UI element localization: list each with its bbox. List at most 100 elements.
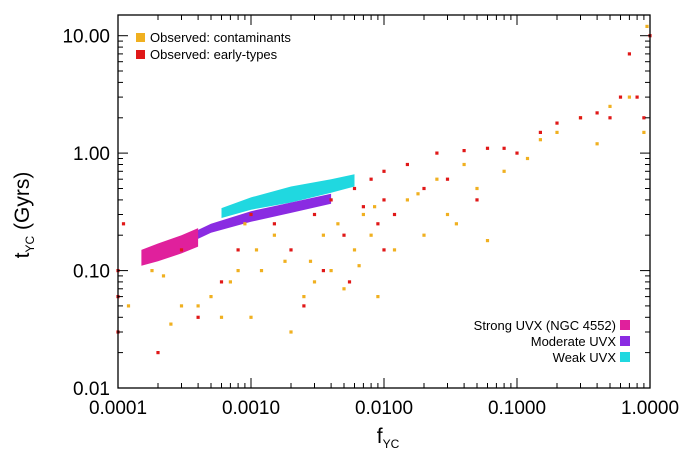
data-point-observed-contaminants bbox=[373, 205, 377, 209]
legend-label-moderate-uvx: Moderate UVX bbox=[531, 334, 617, 349]
data-point-observed-contaminants bbox=[555, 130, 559, 134]
data-point-observed-contaminants bbox=[126, 304, 131, 308]
legend-uvx: Strong UVX (NGC 4552) Moderate UVX Weak … bbox=[474, 318, 630, 365]
data-point-observed-early-types bbox=[608, 116, 612, 120]
data-point-observed-early-types bbox=[635, 95, 639, 99]
data-point-observed-early-types bbox=[445, 177, 450, 181]
y-tick-label: 0.01 bbox=[73, 379, 110, 400]
data-points bbox=[116, 24, 652, 355]
data-point-observed-contaminants bbox=[642, 130, 646, 134]
y-axis-title-main: t bbox=[11, 252, 34, 258]
data-point-observed-contaminants bbox=[289, 330, 293, 334]
x-tick-label: 0.0001 bbox=[89, 398, 147, 419]
data-point-observed-contaminants bbox=[445, 212, 450, 217]
data-point-observed-early-types bbox=[502, 146, 506, 150]
data-point-observed-early-types bbox=[376, 222, 380, 226]
data-point-observed-contaminants bbox=[196, 304, 200, 308]
legend-label-contaminants: Observed: contaminants bbox=[150, 30, 291, 45]
data-point-observed-contaminants bbox=[302, 295, 306, 299]
data-point-observed-contaminants bbox=[352, 248, 357, 252]
x-tick-label: 0.0010 bbox=[222, 398, 280, 419]
model-bands bbox=[141, 174, 355, 266]
data-point-observed-contaminants bbox=[392, 248, 397, 252]
model-band-strong-uvx-ngc-4552 bbox=[141, 228, 199, 266]
data-point-observed-contaminants bbox=[475, 186, 479, 191]
data-point-observed-early-types bbox=[196, 315, 200, 319]
data-point-observed-early-types bbox=[627, 52, 631, 56]
y-tick-label: 0.10 bbox=[73, 262, 110, 283]
data-point-observed-early-types bbox=[236, 248, 240, 252]
data-point-observed-contaminants bbox=[236, 269, 240, 273]
x-tick-label: 0.1000 bbox=[488, 398, 546, 419]
data-point-observed-contaminants bbox=[342, 287, 346, 291]
data-point-observed-contaminants bbox=[243, 222, 247, 226]
legend-label-early-types: Observed: early-types bbox=[150, 47, 278, 62]
legend-swatch-strong-uvx bbox=[620, 320, 630, 330]
y-axis-title-sub: YC bbox=[23, 235, 37, 252]
x-axis-title: fYC bbox=[377, 425, 400, 451]
data-point-observed-early-types bbox=[121, 222, 126, 226]
data-point-observed-contaminants bbox=[405, 198, 409, 202]
legend-label-weak-uvx: Weak UVX bbox=[553, 350, 617, 365]
data-point-observed-early-types bbox=[578, 116, 583, 120]
x-axis-title-main: f bbox=[377, 425, 383, 448]
data-point-observed-early-types bbox=[312, 212, 317, 217]
data-point-observed-contaminants bbox=[645, 24, 649, 28]
y-axis-title-unit: (Gyrs) bbox=[11, 172, 34, 230]
x-tick-label: 0.0100 bbox=[355, 398, 413, 419]
data-point-observed-contaminants bbox=[454, 222, 458, 226]
y-axis-title: tYC (Gyrs) bbox=[11, 172, 37, 259]
data-point-observed-contaminants bbox=[525, 156, 530, 161]
data-point-observed-contaminants bbox=[462, 162, 466, 167]
data-point-observed-contaminants bbox=[219, 315, 224, 319]
data-point-observed-early-types bbox=[485, 146, 490, 150]
data-point-observed-early-types bbox=[352, 186, 357, 191]
axis-tick-labels: 0.0001 0.0010 0.0100 0.1000 1.0000 0.01 0.10 1.… bbox=[62, 27, 679, 419]
legend-label-strong-uvx: Strong UVX (NGC 4552) bbox=[474, 318, 616, 333]
data-point-observed-contaminants bbox=[228, 280, 232, 284]
data-point-observed-contaminants bbox=[422, 233, 426, 237]
data-point-observed-early-types bbox=[342, 233, 346, 237]
x-tick-label: 1.0000 bbox=[621, 398, 679, 419]
data-point-observed-early-types bbox=[302, 304, 306, 308]
data-point-observed-early-types bbox=[179, 248, 184, 252]
data-point-observed-contaminants bbox=[416, 192, 420, 196]
data-point-observed-contaminants bbox=[161, 274, 166, 278]
data-point-observed-contaminants bbox=[485, 239, 490, 243]
data-point-observed-contaminants bbox=[538, 138, 542, 142]
legend-swatch-weak-uvx bbox=[620, 352, 630, 362]
data-point-observed-early-types bbox=[249, 212, 253, 217]
data-point-observed-early-types bbox=[555, 121, 559, 125]
data-point-observed-contaminants bbox=[376, 295, 380, 299]
data-point-observed-early-types bbox=[405, 162, 409, 167]
data-point-observed-contaminants bbox=[312, 280, 317, 284]
data-point-observed-early-types bbox=[392, 212, 397, 217]
data-point-observed-early-types bbox=[347, 280, 352, 284]
data-point-observed-contaminants bbox=[283, 259, 287, 263]
data-point-observed-contaminants bbox=[259, 269, 264, 273]
legend-swatch-contaminants bbox=[136, 33, 145, 42]
data-point-observed-contaminants bbox=[169, 322, 173, 326]
data-point-observed-early-types bbox=[538, 130, 542, 134]
data-point-observed-early-types bbox=[321, 269, 325, 273]
data-point-observed-early-types bbox=[156, 351, 160, 355]
data-point-observed-early-types bbox=[435, 151, 439, 155]
data-point-observed-early-types bbox=[382, 248, 386, 252]
data-point-observed-early-types bbox=[329, 198, 333, 202]
data-point-observed-contaminants bbox=[336, 222, 340, 226]
data-point-observed-early-types bbox=[219, 280, 224, 284]
axis-ticks bbox=[117, 15, 651, 389]
data-point-observed-contaminants bbox=[150, 269, 154, 273]
data-point-observed-contaminants bbox=[254, 248, 259, 252]
data-point-observed-contaminants bbox=[209, 295, 213, 299]
data-point-observed-contaminants bbox=[608, 104, 612, 108]
data-point-observed-early-types bbox=[422, 186, 426, 191]
legend-swatch-early-types bbox=[136, 50, 145, 59]
y-tick-label: 1.00 bbox=[73, 144, 110, 165]
data-point-observed-early-types bbox=[382, 169, 386, 173]
data-point-observed-early-types bbox=[475, 198, 479, 202]
data-point-observed-contaminants bbox=[627, 95, 631, 99]
data-point-observed-early-types bbox=[369, 177, 373, 181]
data-point-observed-early-types bbox=[382, 198, 386, 202]
